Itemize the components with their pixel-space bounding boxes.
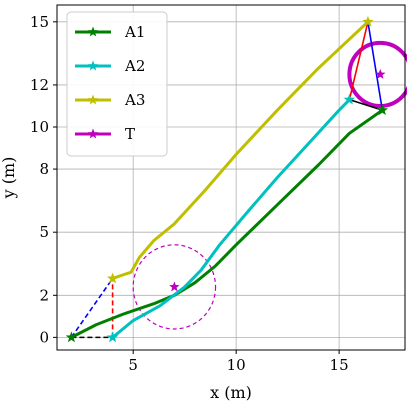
legend-marker [87, 60, 99, 71]
legend-entry: T [125, 125, 135, 143]
legend: A1 A2 A3 T [66, 11, 168, 157]
triangle-edge [70, 278, 114, 338]
legend-marker [87, 94, 99, 105]
series-line-a2 [111, 98, 351, 339]
y-tick-label: 8 [39, 160, 49, 178]
series-marker-a3 [106, 272, 119, 284]
plot-frame [56, 4, 406, 351]
annotations [70, 21, 407, 339]
series-marker-a2 [106, 331, 119, 343]
series-marker-a1 [376, 104, 389, 116]
x-tick-label: 5 [128, 356, 138, 374]
y-tick-label: 0 [39, 328, 49, 346]
legend-box [66, 11, 168, 157]
y-tick-label: 5 [39, 223, 49, 241]
triangle-edge [367, 21, 384, 111]
series-line-a3 [111, 20, 370, 280]
x-tick-label: 15 [330, 356, 349, 374]
target-circle [347, 40, 407, 108]
legend-marker [87, 26, 99, 37]
target-marker [169, 281, 180, 292]
target-marker [375, 68, 386, 79]
tick-labels: 5 10 15 0 2 5 8 10 12 15 [30, 13, 349, 374]
y-tick-label: 10 [30, 118, 49, 136]
legend-marker [87, 128, 99, 139]
triangle-edge [348, 21, 369, 100]
target-circle [132, 244, 217, 330]
series-marker-a3 [362, 15, 374, 27]
legend-entry: A1 [124, 23, 145, 41]
y-axis-label: y (m) [0, 157, 18, 200]
y-tick-label: 12 [30, 76, 49, 94]
legend-entry: A3 [124, 91, 145, 109]
series-line-a1 [69, 108, 384, 339]
legend-entry: A2 [124, 57, 145, 75]
series-marker-a2 [343, 93, 356, 105]
x-axis-label: x (m) [210, 383, 252, 402]
y-tick-label: 2 [39, 286, 49, 304]
y-tick-label: 15 [30, 13, 49, 31]
series-lines [65, 15, 389, 343]
x-tick-label: 10 [227, 356, 246, 374]
series-marker-a1 [65, 331, 78, 343]
